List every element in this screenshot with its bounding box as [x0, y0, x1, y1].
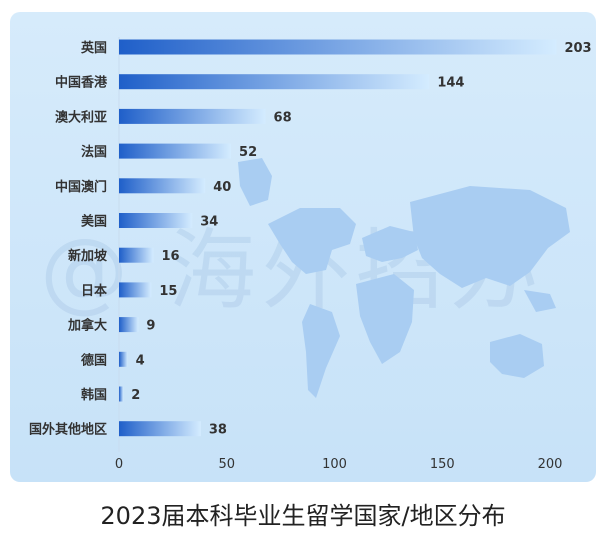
map-australia: [490, 334, 544, 378]
bar-10: [119, 386, 124, 402]
x-tick-label: 100: [322, 457, 347, 472]
bar-1: [119, 74, 430, 90]
value-label: 34: [200, 215, 218, 230]
bars-group: [119, 39, 557, 437]
bar-3: [119, 143, 232, 159]
category-label: 中国香港: [55, 75, 108, 91]
value-label: 16: [161, 249, 179, 264]
value-label: 144: [437, 76, 464, 91]
bar-8: [119, 317, 139, 333]
value-label: 2: [131, 388, 140, 403]
bar-9: [119, 351, 128, 367]
map-asia: [410, 186, 570, 288]
bar-11: [119, 421, 201, 437]
bar-0: [119, 39, 557, 55]
value-label: 4: [136, 353, 145, 368]
x-axis-ticks: 0 50 100 150 200: [115, 457, 563, 472]
map-south-america: [302, 304, 340, 398]
world-map-background: [238, 158, 570, 398]
bar-2: [119, 108, 266, 124]
category-label: 中国澳门: [55, 179, 107, 195]
category-label: 日本: [81, 283, 107, 299]
map-europe: [362, 226, 418, 262]
category-label: 国外其他地区: [29, 422, 107, 438]
category-label: 澳大利亚: [55, 109, 107, 125]
value-label: 52: [239, 145, 257, 160]
chart-caption: 2023届本科毕业生留学国家/地区分布: [100, 502, 506, 530]
category-label: 德国: [81, 352, 107, 368]
x-tick-label: 200: [538, 457, 563, 472]
value-label: 9: [146, 319, 155, 334]
category-label: 法国: [81, 144, 107, 160]
category-label: 美国: [81, 214, 107, 230]
category-label: 新加坡: [68, 248, 108, 264]
x-tick-label: 50: [218, 457, 235, 472]
bar-6: [119, 247, 154, 263]
x-tick-label: 0: [115, 457, 123, 472]
value-label: 38: [209, 423, 227, 438]
bar-4: [119, 178, 206, 194]
category-label: 韩国: [81, 387, 107, 403]
category-label: 英国: [80, 40, 107, 56]
map-north-america: [268, 208, 356, 274]
value-label: 40: [213, 180, 231, 195]
value-label: 68: [274, 110, 292, 125]
bar-5: [119, 213, 193, 228]
x-tick-label: 150: [430, 457, 455, 472]
value-labels: 203 144 68 52 40 34 16 15 9 4 2 38: [131, 41, 591, 438]
map-africa: [356, 274, 414, 364]
category-label: 加拿大: [67, 318, 107, 334]
bar-7: [119, 282, 152, 298]
map-greenland: [238, 158, 272, 206]
value-label: 203: [564, 41, 591, 56]
map-islands: [524, 290, 556, 312]
chart-card: @ 海外招办 英国 中国香港 澳大利亚 法国 中国澳门 美国 新加坡 日本 加拿大 德国 韩国 国外其…: [10, 12, 596, 482]
value-label: 15: [159, 284, 177, 299]
